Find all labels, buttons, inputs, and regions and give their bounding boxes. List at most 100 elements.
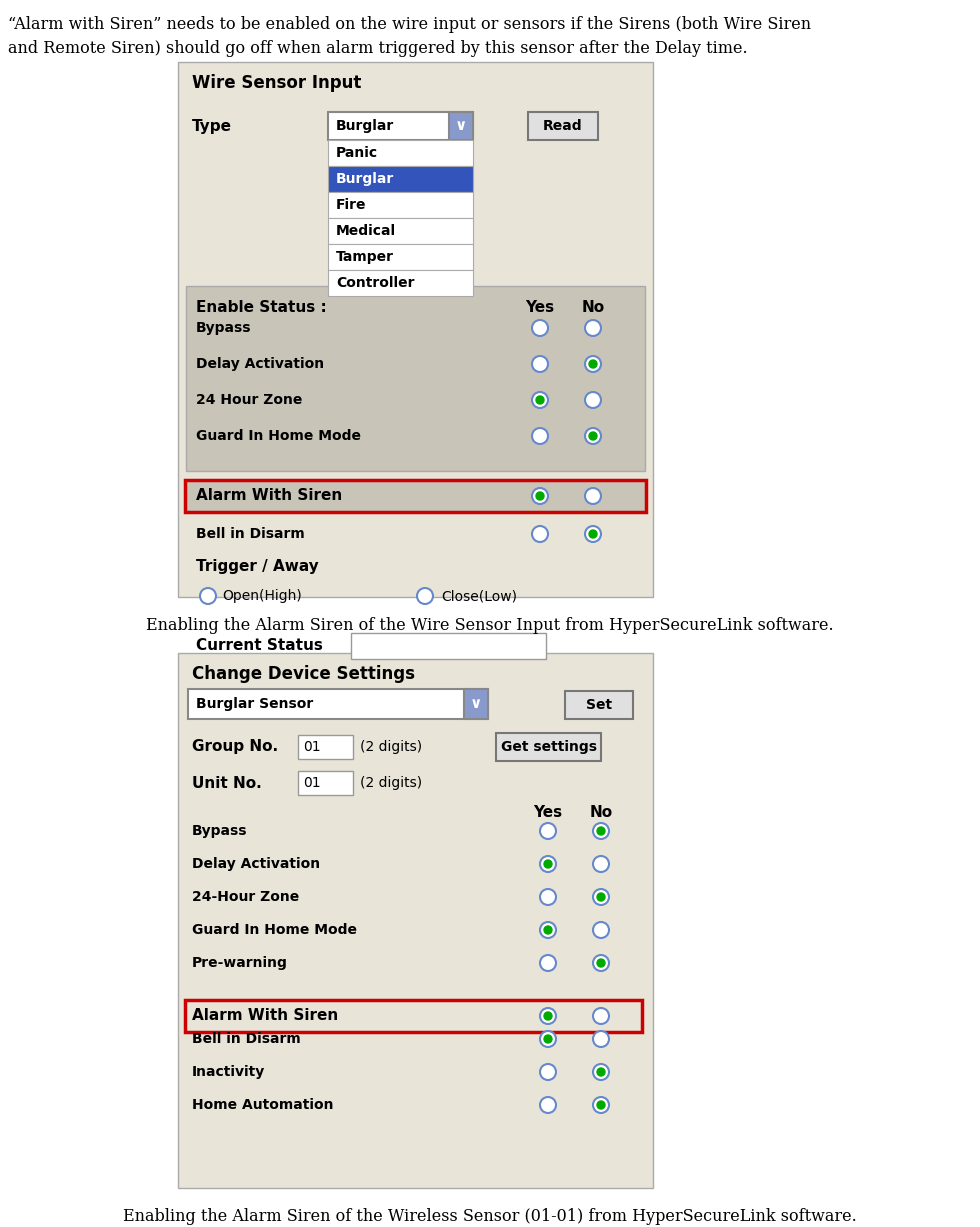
Circle shape bbox=[597, 893, 605, 901]
Text: Yes: Yes bbox=[525, 299, 555, 315]
Circle shape bbox=[540, 1031, 556, 1047]
Circle shape bbox=[585, 391, 601, 409]
Circle shape bbox=[417, 588, 433, 604]
Circle shape bbox=[540, 856, 556, 872]
FancyBboxPatch shape bbox=[328, 270, 473, 296]
Text: No: No bbox=[581, 299, 605, 315]
FancyBboxPatch shape bbox=[328, 166, 473, 191]
Text: Enabling the Alarm Siren of the Wire Sensor Input from HyperSecureLink software.: Enabling the Alarm Siren of the Wire Sen… bbox=[146, 617, 834, 634]
Circle shape bbox=[589, 360, 597, 368]
Text: Wire Sensor Input: Wire Sensor Input bbox=[192, 74, 362, 92]
Circle shape bbox=[540, 1009, 556, 1025]
Text: No: No bbox=[589, 805, 612, 820]
Circle shape bbox=[589, 530, 597, 537]
Text: Bypass: Bypass bbox=[196, 321, 252, 335]
Circle shape bbox=[593, 1097, 609, 1113]
Circle shape bbox=[597, 1067, 605, 1076]
Text: (2 digits): (2 digits) bbox=[360, 740, 422, 755]
Text: Inactivity: Inactivity bbox=[192, 1065, 266, 1079]
Circle shape bbox=[593, 823, 609, 839]
Circle shape bbox=[540, 823, 556, 839]
Circle shape bbox=[593, 890, 609, 906]
Circle shape bbox=[593, 1064, 609, 1080]
FancyBboxPatch shape bbox=[185, 480, 646, 512]
Circle shape bbox=[585, 356, 601, 372]
Text: Close(Low): Close(Low) bbox=[441, 589, 517, 602]
Text: 24 Hour Zone: 24 Hour Zone bbox=[196, 393, 303, 407]
Text: Burglar Sensor: Burglar Sensor bbox=[196, 697, 314, 710]
Text: Enable Status :: Enable Status : bbox=[196, 299, 326, 315]
Circle shape bbox=[532, 526, 548, 542]
Circle shape bbox=[593, 856, 609, 872]
Text: Open(High): Open(High) bbox=[222, 589, 302, 602]
Circle shape bbox=[536, 492, 544, 499]
Text: Burglar: Burglar bbox=[336, 172, 394, 187]
Circle shape bbox=[585, 526, 601, 542]
Text: Guard In Home Mode: Guard In Home Mode bbox=[196, 429, 361, 443]
Text: Current Status: Current Status bbox=[196, 638, 322, 654]
Text: Controller: Controller bbox=[336, 276, 415, 290]
FancyBboxPatch shape bbox=[565, 691, 633, 719]
Text: Medical: Medical bbox=[336, 225, 396, 238]
Text: 24-Hour Zone: 24-Hour Zone bbox=[192, 890, 299, 904]
Circle shape bbox=[532, 488, 548, 504]
Text: Home Automation: Home Automation bbox=[192, 1098, 333, 1112]
Circle shape bbox=[536, 396, 544, 404]
Text: Alarm With Siren: Alarm With Siren bbox=[196, 488, 342, 503]
Text: Type: Type bbox=[192, 119, 232, 134]
Text: Bypass: Bypass bbox=[192, 825, 248, 838]
Circle shape bbox=[540, 890, 556, 906]
FancyBboxPatch shape bbox=[464, 690, 488, 719]
Text: Unit No.: Unit No. bbox=[192, 775, 262, 790]
Text: Alarm With Siren: Alarm With Siren bbox=[192, 1009, 338, 1023]
Circle shape bbox=[532, 356, 548, 372]
Circle shape bbox=[597, 827, 605, 836]
FancyBboxPatch shape bbox=[178, 63, 653, 598]
FancyBboxPatch shape bbox=[496, 733, 601, 761]
Circle shape bbox=[593, 921, 609, 937]
Circle shape bbox=[597, 960, 605, 967]
Text: Set: Set bbox=[586, 698, 612, 712]
FancyBboxPatch shape bbox=[328, 191, 473, 218]
Text: Bell in Disarm: Bell in Disarm bbox=[192, 1032, 301, 1045]
Text: ∨: ∨ bbox=[455, 119, 467, 134]
Text: and Remote Siren) should go off when alarm triggered by this sensor after the De: and Remote Siren) should go off when ala… bbox=[8, 40, 748, 56]
Circle shape bbox=[540, 1064, 556, 1080]
Circle shape bbox=[540, 921, 556, 937]
FancyBboxPatch shape bbox=[449, 112, 473, 140]
Text: Fire: Fire bbox=[336, 198, 367, 212]
Text: ∨: ∨ bbox=[469, 697, 482, 712]
Circle shape bbox=[532, 428, 548, 444]
FancyBboxPatch shape bbox=[328, 218, 473, 244]
Text: Burglar: Burglar bbox=[336, 119, 394, 133]
Circle shape bbox=[540, 1097, 556, 1113]
Text: Guard In Home Mode: Guard In Home Mode bbox=[192, 923, 357, 937]
Circle shape bbox=[200, 588, 216, 604]
Text: Pre-warning: Pre-warning bbox=[192, 956, 288, 971]
FancyBboxPatch shape bbox=[298, 771, 353, 795]
Text: Enabling the Alarm Siren of the Wireless Sensor (01-01) from HyperSecureLink sof: Enabling the Alarm Siren of the Wireless… bbox=[123, 1209, 857, 1225]
Text: Delay Activation: Delay Activation bbox=[196, 357, 324, 371]
Circle shape bbox=[544, 1036, 552, 1043]
Text: Group No.: Group No. bbox=[192, 740, 278, 755]
FancyBboxPatch shape bbox=[328, 140, 473, 166]
Circle shape bbox=[540, 955, 556, 971]
Circle shape bbox=[585, 488, 601, 504]
Text: Change Device Settings: Change Device Settings bbox=[192, 665, 415, 683]
FancyBboxPatch shape bbox=[328, 244, 473, 270]
Text: Get settings: Get settings bbox=[501, 740, 597, 755]
Text: Yes: Yes bbox=[533, 805, 563, 820]
Circle shape bbox=[532, 391, 548, 409]
FancyBboxPatch shape bbox=[186, 286, 645, 471]
Text: “Alarm with Siren” needs to be enabled on the wire input or sensors if the Siren: “Alarm with Siren” needs to be enabled o… bbox=[8, 16, 811, 33]
FancyBboxPatch shape bbox=[185, 1000, 642, 1032]
Circle shape bbox=[585, 320, 601, 336]
FancyBboxPatch shape bbox=[351, 633, 546, 659]
Circle shape bbox=[593, 955, 609, 971]
Circle shape bbox=[593, 1009, 609, 1025]
Circle shape bbox=[544, 860, 552, 867]
FancyBboxPatch shape bbox=[528, 112, 598, 140]
Text: 01: 01 bbox=[303, 775, 320, 790]
Text: Panic: Panic bbox=[336, 146, 378, 160]
FancyBboxPatch shape bbox=[328, 112, 473, 140]
